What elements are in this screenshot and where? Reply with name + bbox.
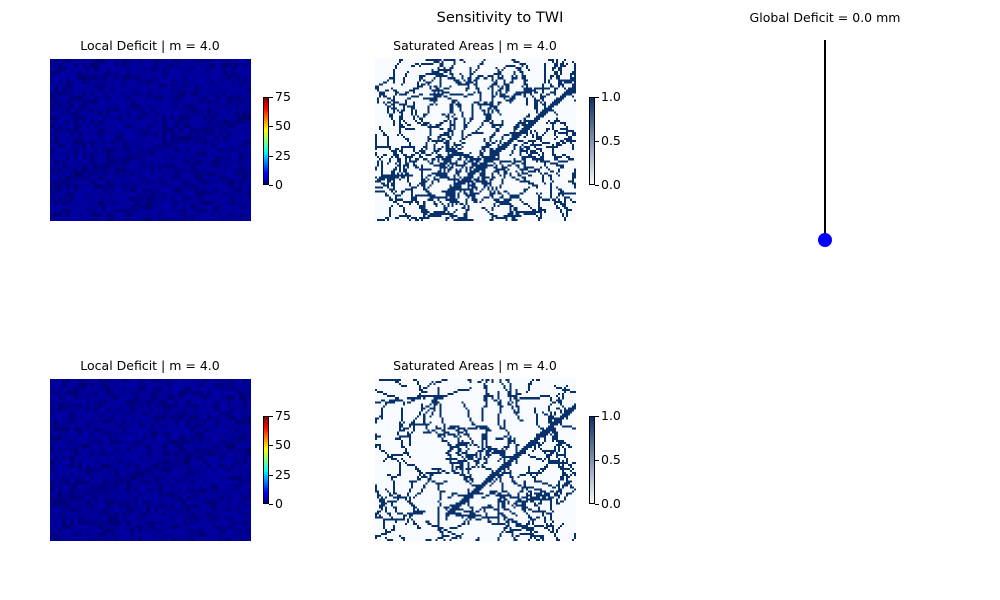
colorbar-tick-mark (269, 416, 273, 417)
cb-deficit-top-frame (263, 97, 269, 185)
colorbar-tick-mark (269, 126, 273, 127)
deficit-bottom-heatmap (50, 379, 251, 541)
colorbar-tick-label: 0.5 (601, 133, 621, 148)
colorbar-tick-label: 0.0 (601, 177, 621, 192)
saturated-bottom-title: Saturated Areas | m = 4.0 (393, 358, 557, 373)
global-deficit-plot (818, 40, 832, 247)
colorbar-tick-label: 0 (275, 177, 283, 192)
colorbar-tick-mark (595, 97, 599, 98)
colorbar-tick-mark (595, 185, 599, 186)
cb-deficit-bottom-frame (263, 416, 269, 504)
saturated-top-title: Saturated Areas | m = 4.0 (393, 38, 557, 53)
global-deficit-title: Global Deficit = 0.0 mm (749, 10, 901, 25)
cb-saturated-top-frame (589, 97, 595, 185)
deficit-bottom-title: Local Deficit | m = 4.0 (80, 358, 220, 373)
cb-saturated-bottom-frame (589, 416, 595, 504)
colorbar-tick-label: 0.0 (601, 496, 621, 511)
colorbar-tick-mark (595, 141, 599, 142)
colorbar-tick-mark (595, 416, 599, 417)
colorbar-tick-label: 1.0 (601, 89, 621, 104)
colorbar-tick-label: 1.0 (601, 408, 621, 423)
colorbar-tick-label: 25 (275, 467, 291, 482)
colorbar-tick-mark (269, 475, 273, 476)
cb-saturated-bottom-gradient (589, 416, 595, 504)
colorbar-tick-mark (269, 445, 273, 446)
saturated-bottom-heatmap (375, 379, 576, 541)
colorbar-tick-label: 50 (275, 437, 291, 452)
figure-suptitle: Sensitivity to TWI (436, 10, 564, 26)
colorbar-tick-mark (595, 504, 599, 505)
colorbar-tick-mark (269, 97, 273, 98)
colorbar-tick-mark (269, 504, 273, 505)
deficit-top-title: Local Deficit | m = 4.0 (80, 38, 220, 53)
colorbar-tick-label: 0 (275, 496, 283, 511)
cb-saturated-top-gradient (589, 97, 595, 185)
deficit-top-heatmap (50, 59, 251, 221)
colorbar-tick-label: 50 (275, 118, 291, 133)
cb-deficit-bottom-gradient (263, 416, 269, 504)
colorbar-tick-mark (269, 185, 273, 186)
colorbar-tick-label: 0.5 (601, 452, 621, 467)
colorbar-tick-label: 75 (275, 408, 291, 423)
colorbar-tick-label: 75 (275, 89, 291, 104)
colorbar-tick-mark (269, 156, 273, 157)
cb-deficit-top-gradient (263, 97, 269, 185)
colorbar-tick-mark (595, 460, 599, 461)
saturated-top-heatmap (375, 59, 576, 221)
global-deficit-marker (818, 233, 832, 247)
colorbar-tick-label: 25 (275, 148, 291, 163)
